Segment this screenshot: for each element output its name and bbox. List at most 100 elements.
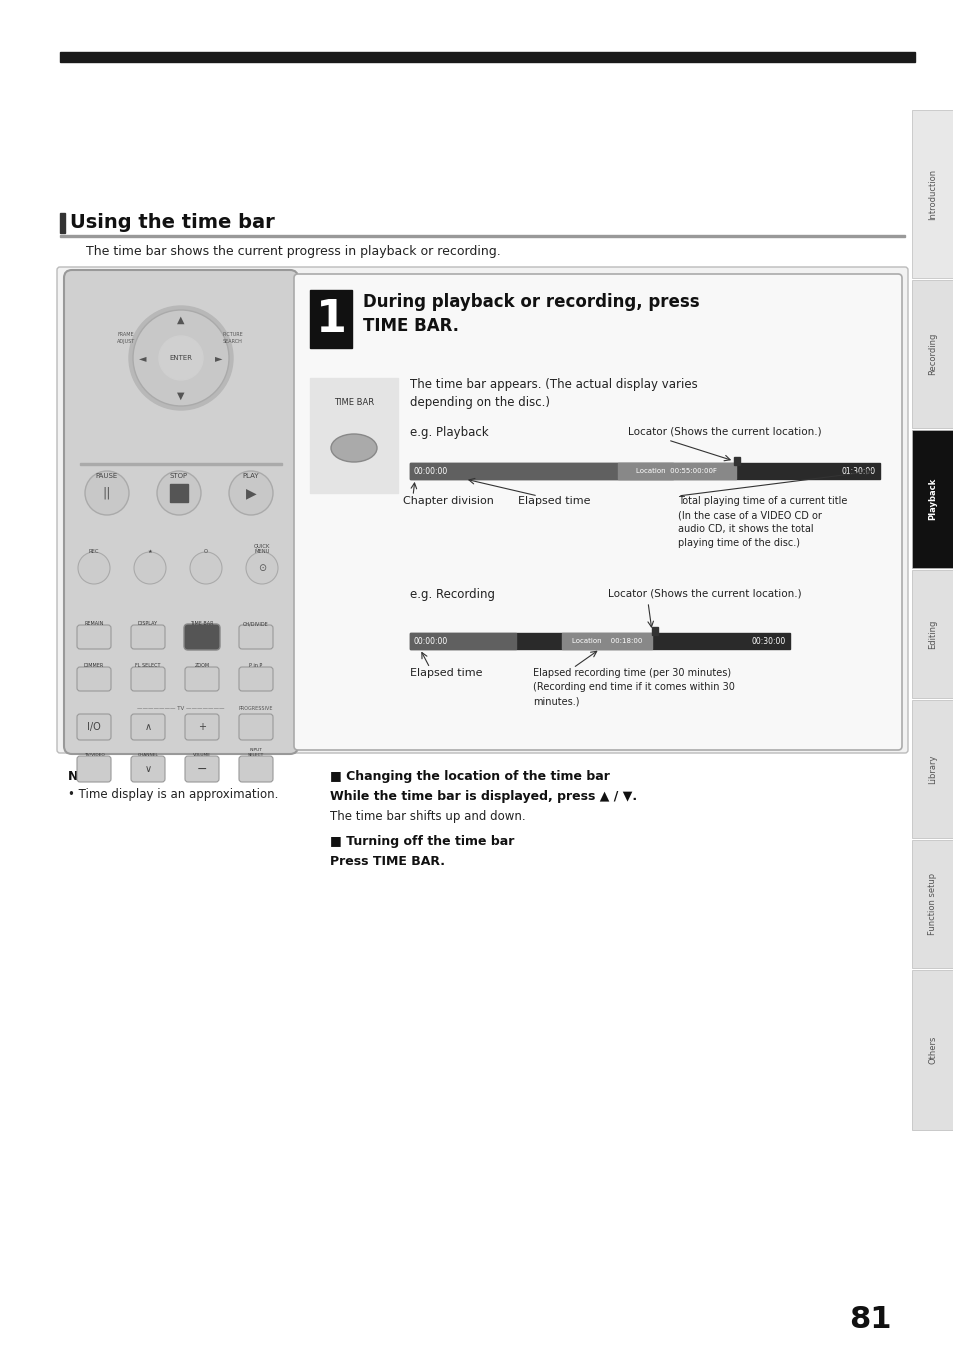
Bar xyxy=(911,570,953,698)
Text: REMAIN: REMAIN xyxy=(84,621,104,625)
Text: TIME BAR: TIME BAR xyxy=(334,398,374,407)
Bar xyxy=(911,430,953,568)
Circle shape xyxy=(133,551,166,584)
Text: INPUT
SELECT: INPUT SELECT xyxy=(248,748,264,758)
Circle shape xyxy=(129,306,233,410)
Text: Elapsed recording time (per 30 minutes)
(Recording end time if it comes within 3: Elapsed recording time (per 30 minutes) … xyxy=(533,669,734,706)
Text: −: − xyxy=(196,763,207,775)
Text: Library: Library xyxy=(927,755,937,783)
Text: 00:00:00: 00:00:00 xyxy=(414,636,448,646)
Bar xyxy=(410,634,789,648)
Ellipse shape xyxy=(331,434,376,462)
Text: While the time bar is displayed, press ▲ / ▼.: While the time bar is displayed, press ▲… xyxy=(330,790,637,803)
Text: ⊙: ⊙ xyxy=(257,563,266,573)
Text: ——————— TV ———————: ——————— TV ——————— xyxy=(137,706,225,710)
Text: +: + xyxy=(198,723,206,732)
Circle shape xyxy=(229,470,273,515)
FancyBboxPatch shape xyxy=(131,714,165,740)
Bar xyxy=(60,213,65,233)
FancyBboxPatch shape xyxy=(184,624,220,650)
FancyBboxPatch shape xyxy=(131,625,165,648)
Text: Function setup: Function setup xyxy=(927,874,937,936)
FancyBboxPatch shape xyxy=(77,625,111,648)
Text: Locator (Shows the current location.): Locator (Shows the current location.) xyxy=(627,426,821,435)
Text: TIME BAR: TIME BAR xyxy=(190,621,213,625)
Text: STOP: STOP xyxy=(170,473,188,479)
Bar xyxy=(60,53,914,62)
FancyBboxPatch shape xyxy=(77,714,111,740)
Text: The time bar appears. (The actual display varies
depending on the disc.): The time bar appears. (The actual displa… xyxy=(410,377,697,408)
Text: Using the time bar: Using the time bar xyxy=(70,213,274,232)
Bar xyxy=(410,462,879,479)
Text: ★: ★ xyxy=(148,549,152,554)
Circle shape xyxy=(246,551,277,584)
Circle shape xyxy=(159,336,203,380)
Text: ►: ► xyxy=(215,353,222,363)
Text: Editing: Editing xyxy=(927,619,937,648)
Text: e.g. Recording: e.g. Recording xyxy=(410,588,495,601)
Text: ∧: ∧ xyxy=(144,723,152,732)
Text: 1: 1 xyxy=(315,298,346,341)
Text: TV/VIDEO: TV/VIDEO xyxy=(84,754,104,758)
Text: DISPLAY: DISPLAY xyxy=(138,621,158,625)
Bar xyxy=(410,634,516,648)
Bar xyxy=(170,484,188,501)
Text: PLAY: PLAY xyxy=(242,473,259,479)
Text: CH/DIVIDE: CH/DIVIDE xyxy=(243,621,269,625)
Text: Location  00:55:00:00F: Location 00:55:00:00F xyxy=(636,468,717,474)
Text: 81: 81 xyxy=(848,1305,890,1335)
Text: 01:30:00: 01:30:00 xyxy=(841,466,875,476)
FancyBboxPatch shape xyxy=(294,274,901,749)
Text: P in P: P in P xyxy=(249,663,262,669)
Circle shape xyxy=(85,470,129,515)
Bar xyxy=(618,462,735,479)
Text: Elapsed time: Elapsed time xyxy=(517,496,590,506)
FancyBboxPatch shape xyxy=(131,756,165,782)
FancyBboxPatch shape xyxy=(77,756,111,782)
Bar xyxy=(561,634,651,648)
Text: ZOOM: ZOOM xyxy=(194,663,210,669)
Text: Introduction: Introduction xyxy=(927,168,937,220)
Bar xyxy=(651,627,658,635)
Text: ▲: ▲ xyxy=(177,315,185,325)
Text: CHANNEL: CHANNEL xyxy=(137,754,158,758)
Text: ||: || xyxy=(103,487,112,500)
Text: Press TIME BAR.: Press TIME BAR. xyxy=(330,855,444,868)
Text: ▼: ▼ xyxy=(177,391,185,400)
Bar xyxy=(80,462,282,465)
Bar xyxy=(310,290,352,348)
Text: ∨: ∨ xyxy=(144,764,152,774)
Text: O: O xyxy=(204,549,208,554)
Text: VOLUME: VOLUME xyxy=(193,754,211,758)
Text: Others: Others xyxy=(927,1035,937,1064)
Text: e.g. Playback: e.g. Playback xyxy=(410,426,488,439)
Text: PROGRESSIVE: PROGRESSIVE xyxy=(238,706,273,710)
Text: The time bar shows the current progress in playback or recording.: The time bar shows the current progress … xyxy=(70,245,500,257)
Text: REC: REC xyxy=(89,549,99,554)
FancyBboxPatch shape xyxy=(239,667,273,692)
FancyBboxPatch shape xyxy=(185,667,219,692)
FancyBboxPatch shape xyxy=(131,667,165,692)
Bar xyxy=(911,700,953,838)
Bar xyxy=(911,111,953,278)
FancyBboxPatch shape xyxy=(239,714,273,740)
Text: Total playing time of a current title
(In the case of a VIDEO CD or
audio CD, it: Total playing time of a current title (I… xyxy=(678,496,846,549)
Bar xyxy=(911,280,953,429)
Text: ENTER: ENTER xyxy=(170,355,193,361)
FancyBboxPatch shape xyxy=(185,756,219,782)
Text: Elapsed time: Elapsed time xyxy=(410,669,482,678)
Text: FRAME
ADJUST: FRAME ADJUST xyxy=(117,332,135,344)
Bar xyxy=(60,235,904,236)
FancyBboxPatch shape xyxy=(239,625,273,648)
Text: PICTURE
SEARCH: PICTURE SEARCH xyxy=(222,332,243,344)
Circle shape xyxy=(190,551,222,584)
Text: FL SELECT: FL SELECT xyxy=(135,663,161,669)
FancyBboxPatch shape xyxy=(77,667,111,692)
FancyBboxPatch shape xyxy=(185,714,219,740)
FancyBboxPatch shape xyxy=(64,270,297,754)
Text: I/O: I/O xyxy=(87,723,101,732)
Text: The time bar shifts up and down.: The time bar shifts up and down. xyxy=(330,810,525,824)
Circle shape xyxy=(78,551,110,584)
Bar xyxy=(911,840,953,968)
Text: Playback: Playback xyxy=(927,479,937,520)
